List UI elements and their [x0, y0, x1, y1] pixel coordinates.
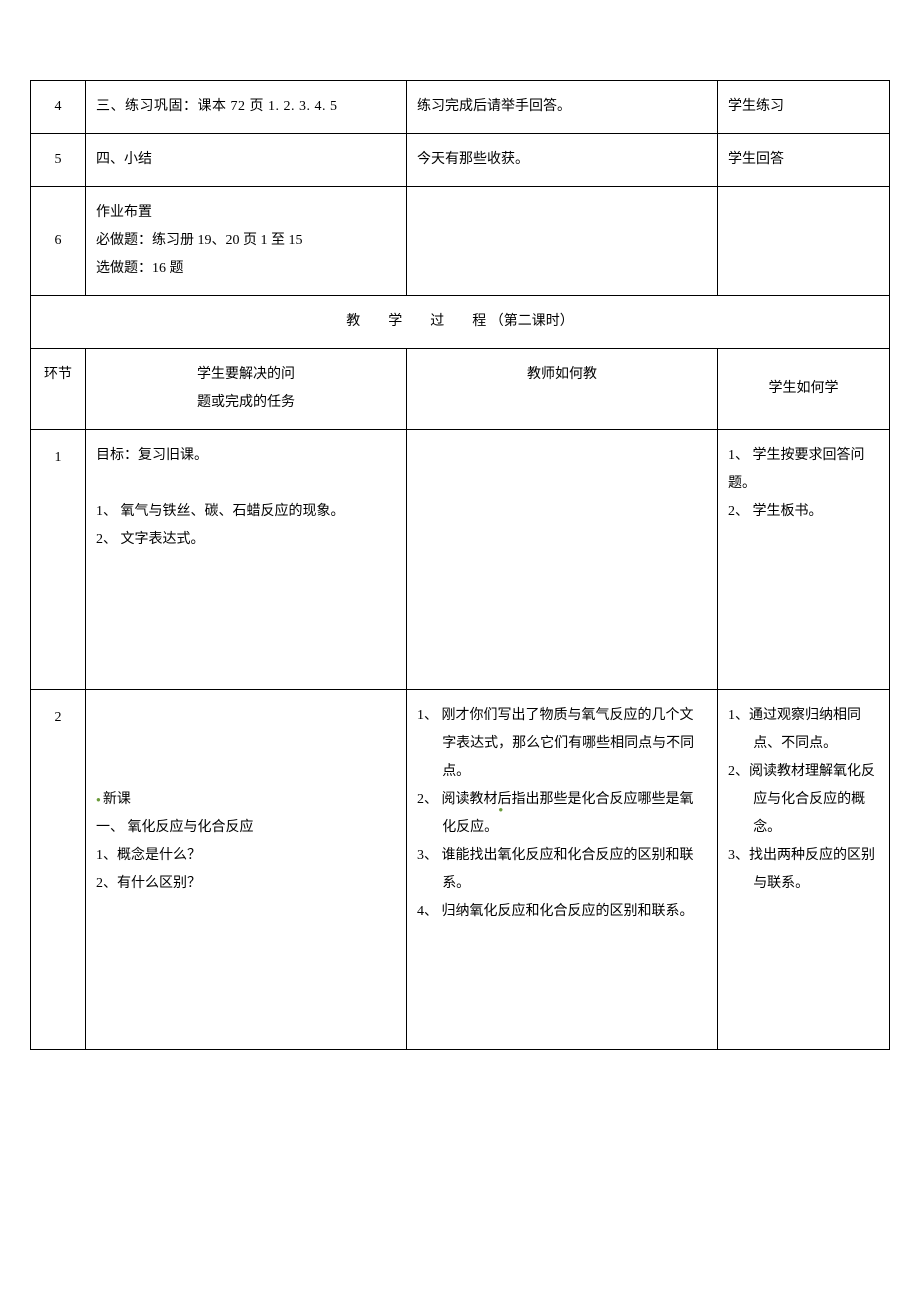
- line: 3、 谁能找出氧化反应和化合反应的区别和联系。: [417, 842, 707, 898]
- lesson-plan-table: 4 三、练习巩固：课本 72 页 1. 2. 3. 4. 5 练习完成后请举手回…: [30, 80, 890, 1050]
- line: [96, 730, 396, 758]
- step-number: 4: [31, 81, 86, 134]
- line: 1、通过观察归纳相同点、不同点。: [728, 702, 879, 758]
- section-title: 教学过程 （第二课时）: [31, 296, 890, 349]
- step-number: 1: [31, 430, 86, 690]
- teacher-method: 今天有那些收获。: [407, 134, 718, 187]
- line: 作业布置: [96, 199, 396, 227]
- student-method: 1、通过观察归纳相同点、不同点。 2、阅读教材理解氧化反应与化合反应的概念。 3…: [718, 690, 890, 1050]
- table-row: 2 ●新课 一、 氧化反应与化合反应 1、概念是什么？ 2、有什么区别？ 1、 …: [31, 690, 890, 1050]
- line: 一、 氧化反应与化合反应: [96, 814, 396, 842]
- line: 2、 文字表达式。: [96, 526, 396, 554]
- table-row: 5 四、小结 今天有那些收获。 学生回答: [31, 134, 890, 187]
- text: 三、练习巩固：课本 72 页 1. 2. 3. 4. 5: [96, 99, 338, 114]
- header-text: 环节: [44, 361, 72, 389]
- table-row: 1 目标：复习旧课。 1、 氧气与铁丝、碳、石蜡反应的现象。 2、 文字表达式。…: [31, 430, 890, 690]
- line: ●新课: [96, 786, 396, 814]
- teacher-method: [407, 430, 718, 690]
- header-student-task: 学生要解决的问 题或完成的任务: [86, 349, 407, 430]
- teacher-method: [407, 187, 718, 296]
- line: 学生要解决的问: [96, 361, 396, 389]
- step-number: 2: [31, 690, 86, 1050]
- text: 新课: [103, 792, 131, 807]
- student-task: 三、练习巩固：课本 72 页 1. 2. 3. 4. 5: [86, 81, 407, 134]
- step-number: 5: [31, 134, 86, 187]
- student-task: 作业布置 必做题：练习册 19、20 页 1 至 15 选做题：16 题: [86, 187, 407, 296]
- header-teacher: 教师如何教: [407, 349, 718, 430]
- line: 3、找出两种反应的区别与联系。: [728, 842, 879, 898]
- table-header-row: 环节 学生要解决的问 题或完成的任务 教师如何教 学生如何学: [31, 349, 890, 430]
- line: 2、阅读教材理解氧化反应与化合反应的概念。: [728, 758, 879, 842]
- teacher-method: 练习完成后请举手回答。: [407, 81, 718, 134]
- line: 题或完成的任务: [96, 389, 396, 417]
- line: [96, 758, 396, 786]
- student-task: 目标：复习旧课。 1、 氧气与铁丝、碳、石蜡反应的现象。 2、 文字表达式。: [86, 430, 407, 690]
- header-student: 学生如何学: [718, 349, 890, 430]
- table-row: 4 三、练习巩固：课本 72 页 1. 2. 3. 4. 5 练习完成后请举手回…: [31, 81, 890, 134]
- line: 2、 阅读教材后指●出那些是化合反应哪些是氧化反应。: [417, 786, 707, 842]
- student-task: 四、小结: [86, 134, 407, 187]
- line: 目标：复习旧课。: [96, 442, 396, 470]
- text: 阅读教材后指●出那些是化合反应哪些是氧化反应。: [442, 792, 694, 835]
- title-tail: 程 （第二课时）: [472, 314, 574, 329]
- student-method: 学生练习: [718, 81, 890, 134]
- student-task: ●新课 一、 氧化反应与化合反应 1、概念是什么？ 2、有什么区别？: [86, 690, 407, 1050]
- student-method: 学生回答: [718, 134, 890, 187]
- line: 2、 学生板书。: [728, 498, 879, 526]
- marker: 2、: [417, 792, 442, 807]
- line: 1、 学生按要求回答问题。: [728, 442, 879, 498]
- table-row: 6 作业布置 必做题：练习册 19、20 页 1 至 15 选做题：16 题: [31, 187, 890, 296]
- line: 4、 归纳氧化反应和化合反应的区别和联系。: [417, 898, 707, 926]
- line: 必做题：练习册 19、20 页 1 至 15: [96, 227, 396, 255]
- student-method: [718, 187, 890, 296]
- line: 1、 刚才你们写出了物质与氧气反应的几个文字表达式，那么它们有哪些相同点与不同点…: [417, 702, 707, 786]
- line: 选做题：16 题: [96, 255, 396, 283]
- line: 1、 氧气与铁丝、碳、石蜡反应的现象。: [96, 498, 396, 526]
- section-title-row: 教学过程 （第二课时）: [31, 296, 890, 349]
- teacher-method: 1、 刚才你们写出了物质与氧气反应的几个文字表达式，那么它们有哪些相同点与不同点…: [407, 690, 718, 1050]
- header-step: 环节: [31, 349, 86, 430]
- document-page: 4 三、练习巩固：课本 72 页 1. 2. 3. 4. 5 练习完成后请举手回…: [0, 0, 920, 1050]
- line: 2、有什么区别？: [96, 870, 396, 898]
- student-method: 1、 学生按要求回答问题。 2、 学生板书。: [718, 430, 890, 690]
- dot-icon: ●: [96, 795, 101, 804]
- step-number: 6: [31, 187, 86, 296]
- line: 1、概念是什么？: [96, 842, 396, 870]
- line: [96, 470, 396, 498]
- line: [96, 702, 396, 730]
- title-spaced: 教学过: [346, 314, 472, 329]
